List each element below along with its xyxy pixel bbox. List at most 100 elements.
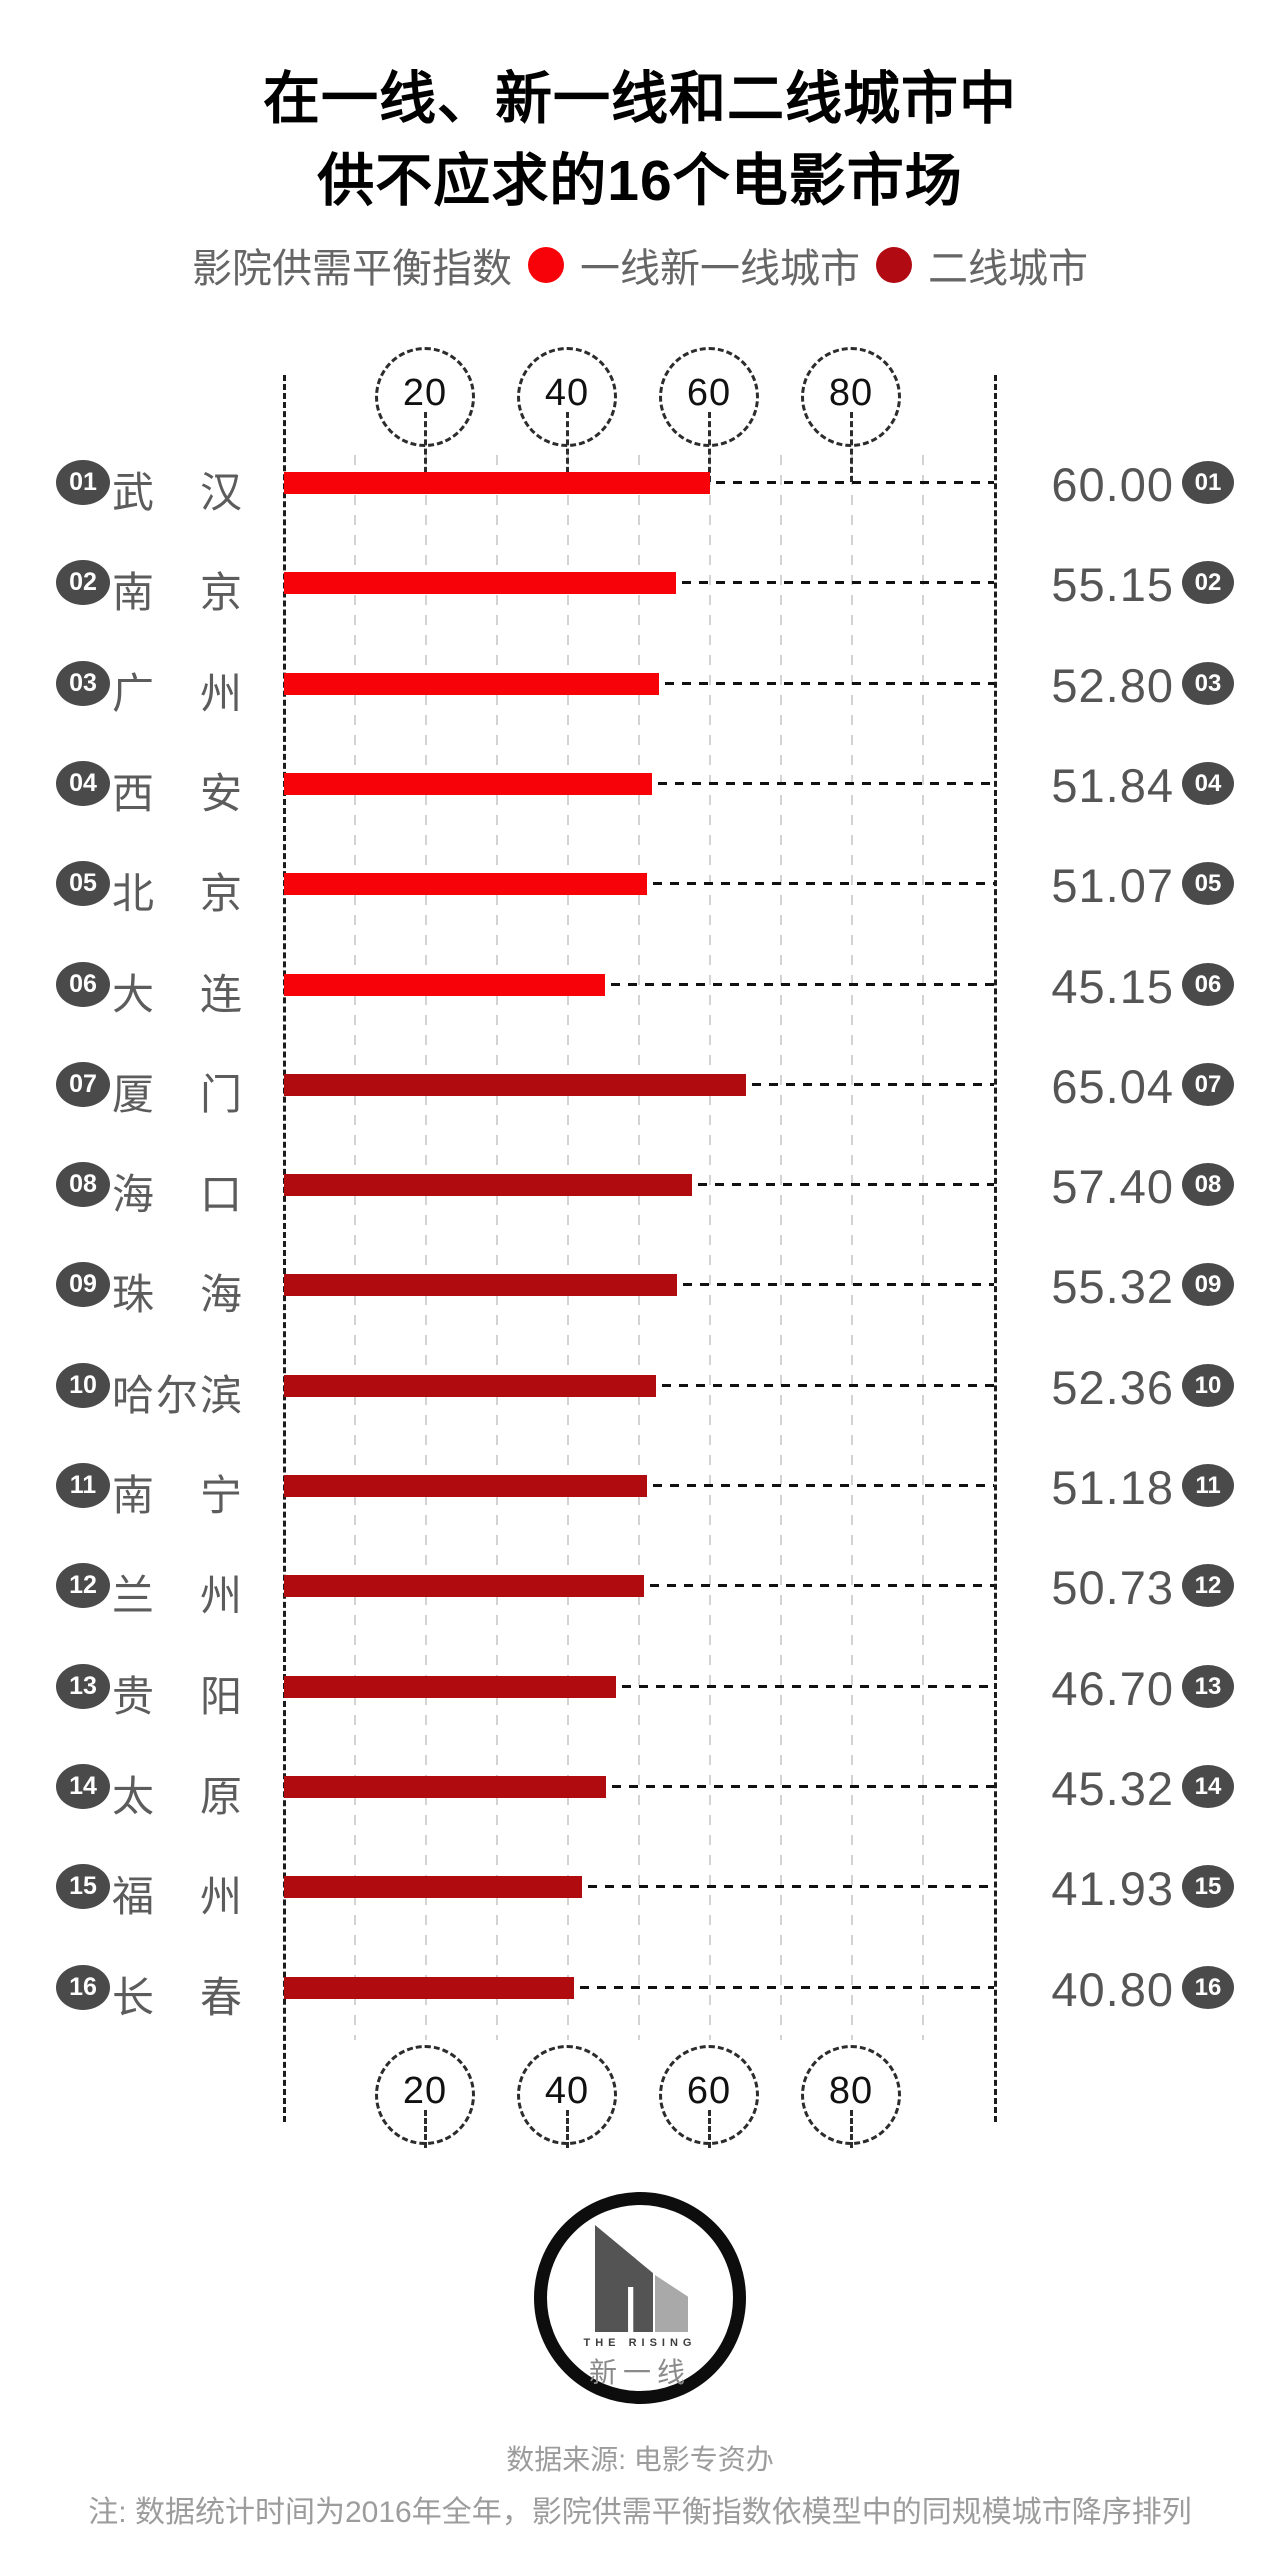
city-label: 哈尔滨 [112,1362,242,1423]
city-char: 北 [112,870,155,917]
city-char: 京 [199,569,242,616]
table-row: 08 海口 57.40 08 [0,1135,1280,1235]
city-char: 州 [199,1572,242,1619]
rank-badge-left: 08 [56,1162,110,1207]
gridline [638,455,640,2040]
axis-boundary-left [283,375,286,2122]
value-bar [284,1575,644,1597]
axis-tick-label: 40 [544,2070,590,2113]
axis-tick-stem [708,2110,711,2148]
leader-dashes [650,1584,994,1587]
table-row: 06 大连 45.15 06 [0,935,1280,1035]
rank-badge-left: 04 [56,761,110,806]
city-label: 南宁 [112,1462,242,1523]
value-bar [284,873,647,895]
leader-dashes [612,1785,994,1788]
axis-boundary-right [994,375,997,2122]
value-label: 55.32 [1051,1260,1174,1313]
city-char: 珠 [112,1271,155,1318]
axis-tick-stem [424,2110,427,2148]
rank-badge-right: 03 [1182,662,1234,705]
leader-dashes [716,481,994,484]
rank-badge-left: 07 [56,1062,110,1107]
city-char: 口 [199,1171,242,1218]
city-char: 连 [199,971,242,1018]
leader-dashes [662,1384,994,1387]
city-label: 南京 [112,559,242,620]
value-label: 50.73 [1051,1561,1174,1614]
table-row: 03 广州 52.80 03 [0,634,1280,734]
city-label: 珠海 [112,1261,242,1322]
city-label: 兰州 [112,1562,242,1623]
city-char: 滨 [199,1372,242,1419]
data-source: 数据来源: 电影专资办 [506,2444,774,2475]
rank-badge-right: 12 [1182,1564,1234,1607]
city-label: 长春 [112,1964,242,2025]
axis-tick-label: 80 [828,372,874,415]
legend-item-tier2: 二线城市 [928,247,1088,291]
city-char: 海 [199,1271,242,1318]
leader-dashes [698,1183,994,1186]
axis-tick-label: 40 [544,372,590,415]
footnote: 注: 数据统计时间为2016年全年，影院供需平衡指数依模型中的同规模城市降序排列 [88,2496,1192,2529]
city-char: 哈 [112,1372,155,1419]
city-char: 大 [112,971,155,1018]
table-row: 10 哈尔滨 52.36 10 [0,1336,1280,1436]
table-row: 16 长春 40.80 16 [0,1938,1280,2038]
value-label: 40.80 [1051,1963,1174,2016]
value-bar [284,1977,574,1999]
city-char: 海 [112,1171,155,1218]
rank-badge-left: 03 [56,661,110,706]
value-label: 52.80 [1051,659,1174,712]
value-bar [284,472,710,494]
legend-label: 影院供需平衡指数 [192,247,512,291]
axis-tick-label: 60 [686,372,732,415]
value-label: 41.93 [1051,1862,1174,1915]
city-char: 贵 [112,1673,155,1720]
rank-badge-left: 02 [56,560,110,605]
leader-dashes [653,1484,994,1487]
leader-dashes [580,1986,994,1989]
rank-badge-right: 16 [1182,1966,1234,2009]
rank-badge-left: 01 [56,460,110,505]
axis-tick-circle: 40 [517,347,617,482]
leader-dashes [752,1083,994,1086]
leader-dashes [683,1283,994,1286]
axis-tick-circle: 60 [659,2045,759,2148]
city-char: 南 [112,1472,155,1519]
rank-badge-right: 06 [1182,963,1234,1006]
city-label: 太原 [112,1763,242,1824]
gridline [709,455,711,2040]
city-char: 兰 [112,1572,155,1619]
rank-badge-left: 16 [56,1965,110,2010]
value-bar [284,1876,582,1898]
gridline [496,455,498,2040]
page-title: 在一线、新一线和二线城市中 供不应求的16个电影市场 [0,58,1280,222]
value-bar [284,1074,746,1096]
gridline [922,455,924,2040]
axis-tick-circle: 80 [801,347,901,482]
the-rising-logo: THE RISING 新一线 [534,2192,746,2404]
rank-badge-right: 15 [1182,1865,1234,1908]
axis-tick-circle: 60 [659,347,759,482]
axis-tick-label: 20 [402,372,448,415]
axis-tick-circle: 80 [801,2045,901,2148]
axis-tick-label: 80 [828,2070,874,2113]
city-char: 州 [199,670,242,717]
city-char: 京 [199,870,242,917]
axis-tick-circle: 20 [375,2045,475,2148]
value-label: 51.07 [1051,859,1174,912]
axis-tick-label: 20 [402,2070,448,2113]
rank-badge-right: 07 [1182,1063,1234,1106]
city-char: 广 [112,670,155,717]
rank-badge-left: 09 [56,1262,110,1307]
tier1-dot-icon [528,247,564,283]
table-row: 07 厦门 65.04 07 [0,1035,1280,1135]
rank-badge-right: 02 [1182,561,1234,604]
leader-dashes [682,581,994,584]
city-label: 厦门 [112,1061,242,1122]
rank-badge-right: 09 [1182,1263,1234,1306]
logo-brand-en: THE RISING [583,2337,697,2349]
axis-tick-stem [566,2110,569,2148]
